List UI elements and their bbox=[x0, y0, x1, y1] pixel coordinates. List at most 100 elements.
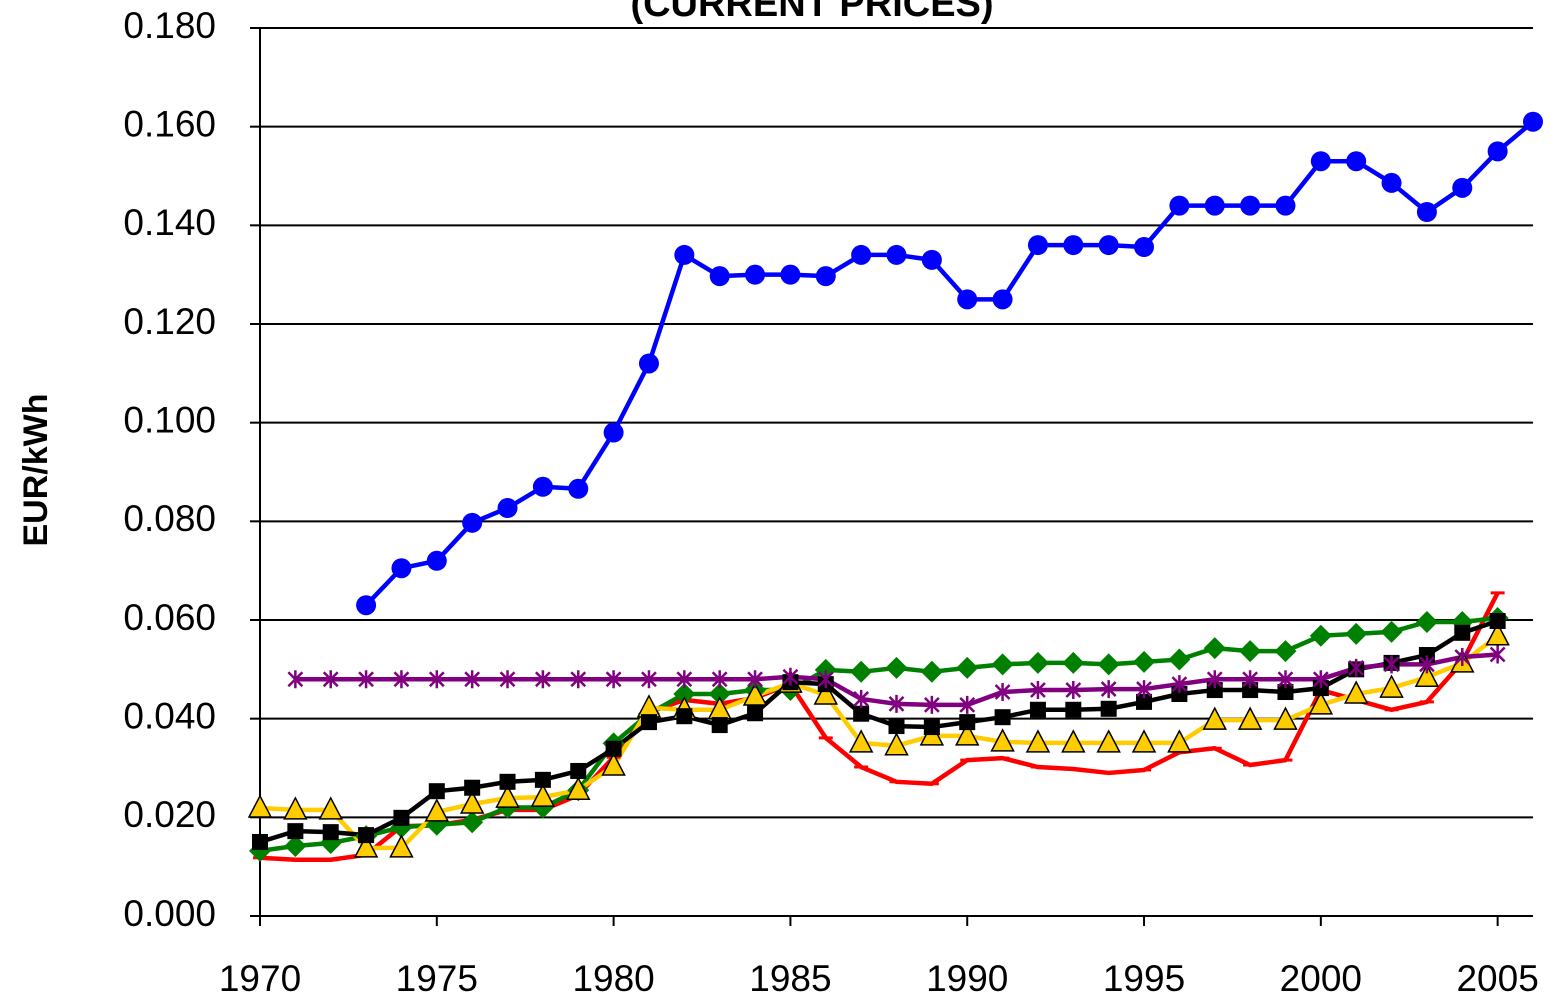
marker bbox=[747, 705, 764, 722]
marker bbox=[853, 705, 870, 722]
series-line bbox=[364, 120, 1535, 607]
marker bbox=[994, 683, 1011, 702]
marker bbox=[358, 670, 374, 689]
marker bbox=[1277, 684, 1294, 701]
marker bbox=[1273, 706, 1298, 730]
marker bbox=[1454, 648, 1471, 666]
marker bbox=[1206, 682, 1223, 699]
marker bbox=[566, 776, 591, 800]
marker bbox=[535, 670, 551, 689]
x-tick-label: 1985 bbox=[749, 958, 831, 999]
marker bbox=[1026, 651, 1049, 674]
marker bbox=[673, 683, 696, 705]
marker bbox=[888, 694, 905, 713]
marker bbox=[1452, 177, 1473, 198]
y-tick-label: 0.060 bbox=[123, 597, 216, 638]
marker bbox=[1131, 729, 1157, 753]
marker bbox=[252, 834, 268, 850]
marker bbox=[462, 512, 483, 533]
marker bbox=[1308, 691, 1334, 715]
marker bbox=[1171, 686, 1188, 702]
marker bbox=[851, 244, 872, 265]
y-axis-label: EUR/kWh bbox=[17, 394, 55, 547]
marker bbox=[1416, 202, 1437, 223]
marker bbox=[389, 834, 414, 858]
marker bbox=[358, 827, 375, 844]
marker bbox=[745, 264, 766, 285]
marker bbox=[287, 670, 304, 689]
marker bbox=[1168, 648, 1191, 671]
marker bbox=[920, 660, 943, 683]
marker bbox=[322, 824, 339, 841]
marker bbox=[1025, 729, 1051, 753]
marker bbox=[568, 478, 589, 499]
marker bbox=[1062, 651, 1085, 674]
x-tick-label: 2005 bbox=[1456, 958, 1538, 999]
marker bbox=[464, 779, 481, 796]
marker bbox=[782, 667, 799, 686]
marker bbox=[676, 708, 693, 725]
marker bbox=[959, 714, 976, 731]
x-tick-label: 1975 bbox=[396, 958, 478, 999]
marker bbox=[640, 714, 657, 731]
marker bbox=[676, 670, 693, 689]
marker bbox=[497, 498, 518, 519]
marker bbox=[1415, 610, 1438, 633]
marker bbox=[570, 670, 587, 689]
marker bbox=[1380, 620, 1403, 643]
x-tick-label: 1980 bbox=[572, 958, 654, 999]
marker bbox=[1237, 706, 1263, 730]
marker bbox=[1204, 195, 1225, 216]
marker bbox=[1061, 729, 1086, 753]
marker bbox=[318, 796, 343, 820]
marker bbox=[1312, 670, 1329, 689]
marker bbox=[711, 670, 728, 689]
y-tick-label: 0.040 bbox=[123, 695, 216, 736]
y-tick-label: 0.120 bbox=[123, 301, 216, 342]
marker bbox=[959, 695, 976, 714]
marker bbox=[853, 689, 870, 708]
marker bbox=[1063, 235, 1084, 256]
marker bbox=[1239, 640, 1262, 663]
marker bbox=[1414, 663, 1440, 687]
marker bbox=[956, 656, 979, 679]
marker bbox=[1029, 701, 1046, 718]
marker bbox=[1169, 195, 1190, 216]
marker bbox=[1310, 151, 1331, 172]
marker bbox=[848, 729, 874, 753]
chart-title: (CURRENT PRICES) bbox=[630, 0, 993, 25]
marker bbox=[461, 811, 484, 834]
marker bbox=[638, 353, 659, 374]
marker bbox=[885, 656, 908, 679]
marker bbox=[1275, 195, 1296, 216]
marker bbox=[424, 798, 450, 822]
y-tick-label: 0.000 bbox=[123, 893, 216, 934]
marker bbox=[459, 790, 485, 814]
marker bbox=[603, 422, 624, 443]
marker bbox=[1098, 235, 1119, 256]
marker bbox=[353, 834, 379, 858]
marker bbox=[711, 717, 728, 734]
y-tick-label: 0.140 bbox=[123, 202, 216, 243]
marker bbox=[1100, 680, 1117, 699]
marker bbox=[1346, 151, 1367, 172]
marker bbox=[954, 722, 980, 746]
marker bbox=[534, 771, 551, 788]
marker bbox=[1485, 622, 1510, 646]
marker bbox=[499, 670, 516, 689]
marker bbox=[499, 773, 516, 790]
marker bbox=[391, 558, 412, 579]
marker bbox=[1136, 680, 1152, 699]
marker bbox=[1523, 111, 1543, 132]
marker bbox=[530, 783, 556, 807]
marker bbox=[287, 823, 304, 840]
marker bbox=[1489, 645, 1506, 664]
marker bbox=[1343, 680, 1369, 704]
marker bbox=[1136, 693, 1153, 710]
marker bbox=[1065, 681, 1082, 700]
marker bbox=[708, 683, 731, 705]
marker bbox=[957, 289, 978, 310]
marker bbox=[780, 264, 801, 285]
marker bbox=[1202, 706, 1227, 730]
